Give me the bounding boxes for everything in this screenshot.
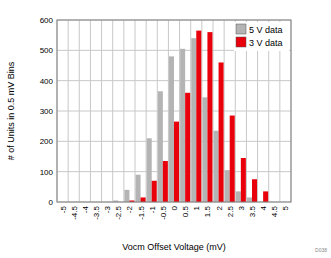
x-tick-label: -3.5 bbox=[92, 205, 101, 219]
bar bbox=[263, 191, 268, 202]
bar bbox=[141, 197, 146, 202]
x-tick-label: 5 bbox=[281, 205, 290, 210]
bar bbox=[158, 91, 163, 202]
bar bbox=[196, 31, 201, 202]
grid-line bbox=[157, 20, 158, 202]
x-tick-label: 4.5 bbox=[270, 205, 279, 217]
y-tick-label: 100 bbox=[40, 168, 54, 177]
x-tick-label: 0 bbox=[170, 205, 179, 210]
x-tick-label: -2 bbox=[125, 205, 134, 213]
bars bbox=[113, 31, 268, 202]
bar bbox=[163, 161, 168, 202]
grid-line bbox=[213, 20, 214, 202]
bar bbox=[225, 170, 230, 202]
plot-frame bbox=[57, 20, 291, 202]
x-tick-label: 0.5 bbox=[181, 205, 190, 217]
legend-label: 5 V data bbox=[249, 25, 283, 35]
y-tick-label: 400 bbox=[40, 77, 54, 86]
grid-line bbox=[201, 20, 202, 202]
annotation: D038 bbox=[315, 247, 327, 253]
grid-line bbox=[190, 20, 191, 202]
grid-line bbox=[79, 20, 80, 202]
x-tick-label: -0.5 bbox=[159, 205, 168, 219]
bar bbox=[136, 175, 141, 202]
x-axis-title: Vocm Offset Voltage (mV) bbox=[122, 242, 225, 252]
bar bbox=[230, 116, 235, 202]
grid-line bbox=[112, 20, 113, 202]
y-tick-label: 500 bbox=[40, 46, 54, 55]
bar bbox=[180, 49, 185, 202]
bar bbox=[252, 179, 257, 202]
grid-line bbox=[168, 20, 169, 202]
x-tick-label: 1 bbox=[192, 205, 201, 210]
grid-line bbox=[123, 20, 124, 202]
grid-line bbox=[179, 20, 180, 202]
chart: 0100200300400500600-5-4.5-4-3.5-3-2.5-2-… bbox=[0, 0, 331, 258]
bar bbox=[169, 56, 174, 202]
bar bbox=[174, 122, 179, 202]
bar bbox=[236, 191, 241, 202]
bar bbox=[214, 131, 219, 202]
x-tick-label: 3 bbox=[237, 205, 246, 210]
grid-line bbox=[90, 20, 91, 202]
y-tick-label: 600 bbox=[40, 16, 54, 25]
legend-label: 3 V data bbox=[249, 38, 283, 48]
x-tick-label: 2 bbox=[215, 205, 224, 210]
y-axis-title: # of Units in 0.5 mV Bins bbox=[6, 61, 16, 160]
legend-box bbox=[234, 22, 289, 51]
x-tick-label: -4.5 bbox=[70, 205, 79, 219]
y-tick-label: 0 bbox=[49, 198, 54, 207]
grid-line bbox=[146, 20, 147, 202]
bar bbox=[191, 38, 196, 202]
y-tick-label: 200 bbox=[40, 137, 54, 146]
grid-line bbox=[135, 20, 136, 202]
grid-line bbox=[224, 20, 225, 202]
grid-line bbox=[101, 20, 102, 202]
bar bbox=[219, 62, 224, 202]
bar bbox=[152, 181, 157, 202]
legend-swatch bbox=[236, 24, 246, 34]
bar bbox=[247, 197, 252, 202]
y-tick-label: 300 bbox=[40, 107, 54, 116]
x-tick-label: 1.5 bbox=[203, 205, 212, 217]
grid-line bbox=[68, 20, 69, 202]
bar bbox=[202, 97, 207, 202]
x-tick-label: 4 bbox=[259, 205, 268, 210]
x-tick-label: 2.5 bbox=[226, 205, 235, 217]
x-tick-label: -2.5 bbox=[114, 205, 123, 219]
bar bbox=[241, 158, 246, 202]
x-tick-label: -1.5 bbox=[137, 205, 146, 219]
legend: 5 V data 3 V data bbox=[234, 22, 289, 51]
x-tick-label: 3.5 bbox=[248, 205, 257, 217]
bar bbox=[185, 93, 190, 202]
bar bbox=[147, 138, 152, 202]
x-tick-label: -5 bbox=[59, 205, 68, 213]
x-tick-label: -4 bbox=[81, 205, 90, 213]
legend-swatch bbox=[236, 37, 246, 47]
bar bbox=[207, 32, 212, 202]
x-tick-label: -1 bbox=[148, 205, 157, 213]
x-tick-label: -3 bbox=[103, 205, 112, 213]
bar bbox=[124, 190, 129, 202]
